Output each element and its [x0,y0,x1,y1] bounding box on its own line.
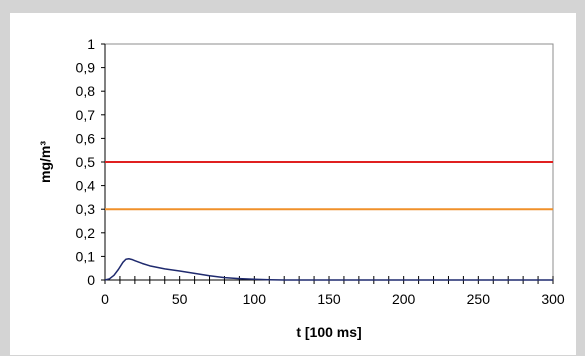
y-tick-label: 0,3 [76,201,96,217]
y-tick-label: 0,4 [76,178,96,194]
x-tick-label: 0 [101,291,109,307]
chart-panel: 0 0,1 0,2 0,3 0,4 0,5 0,6 0,7 0,8 0,9 1 0 50 100 150 20… [10,13,576,355]
x-tick-label: 200 [392,291,416,307]
x-tick-label: 100 [243,291,267,307]
x-tick-label: 150 [317,291,341,307]
line-chart: 0 0,1 0,2 0,3 0,4 0,5 0,6 0,7 0,8 0,9 1 0 50 100 150 20… [37,36,565,340]
y-tick-label: 0,9 [76,60,96,76]
x-tick-label: 50 [172,291,188,307]
y-tick-label: 0,5 [76,154,96,170]
y-tick-label: 0,2 [76,225,96,241]
y-tick-label: 0 [87,272,95,288]
x-tick-label: 300 [541,291,565,307]
y-tick-label: 0,8 [76,83,96,99]
y-tick-label: 0,7 [76,107,96,123]
y-tick-label: 0,6 [76,130,96,146]
series-line-concentration-curve [104,258,553,281]
y-tick-label: 1 [87,36,95,52]
y-tick-label: 0,1 [76,248,96,264]
x-tick-label: 250 [467,291,491,307]
y-axis-title: mg/m³ [37,141,53,183]
x-axis-title: t [100 ms] [296,324,361,340]
